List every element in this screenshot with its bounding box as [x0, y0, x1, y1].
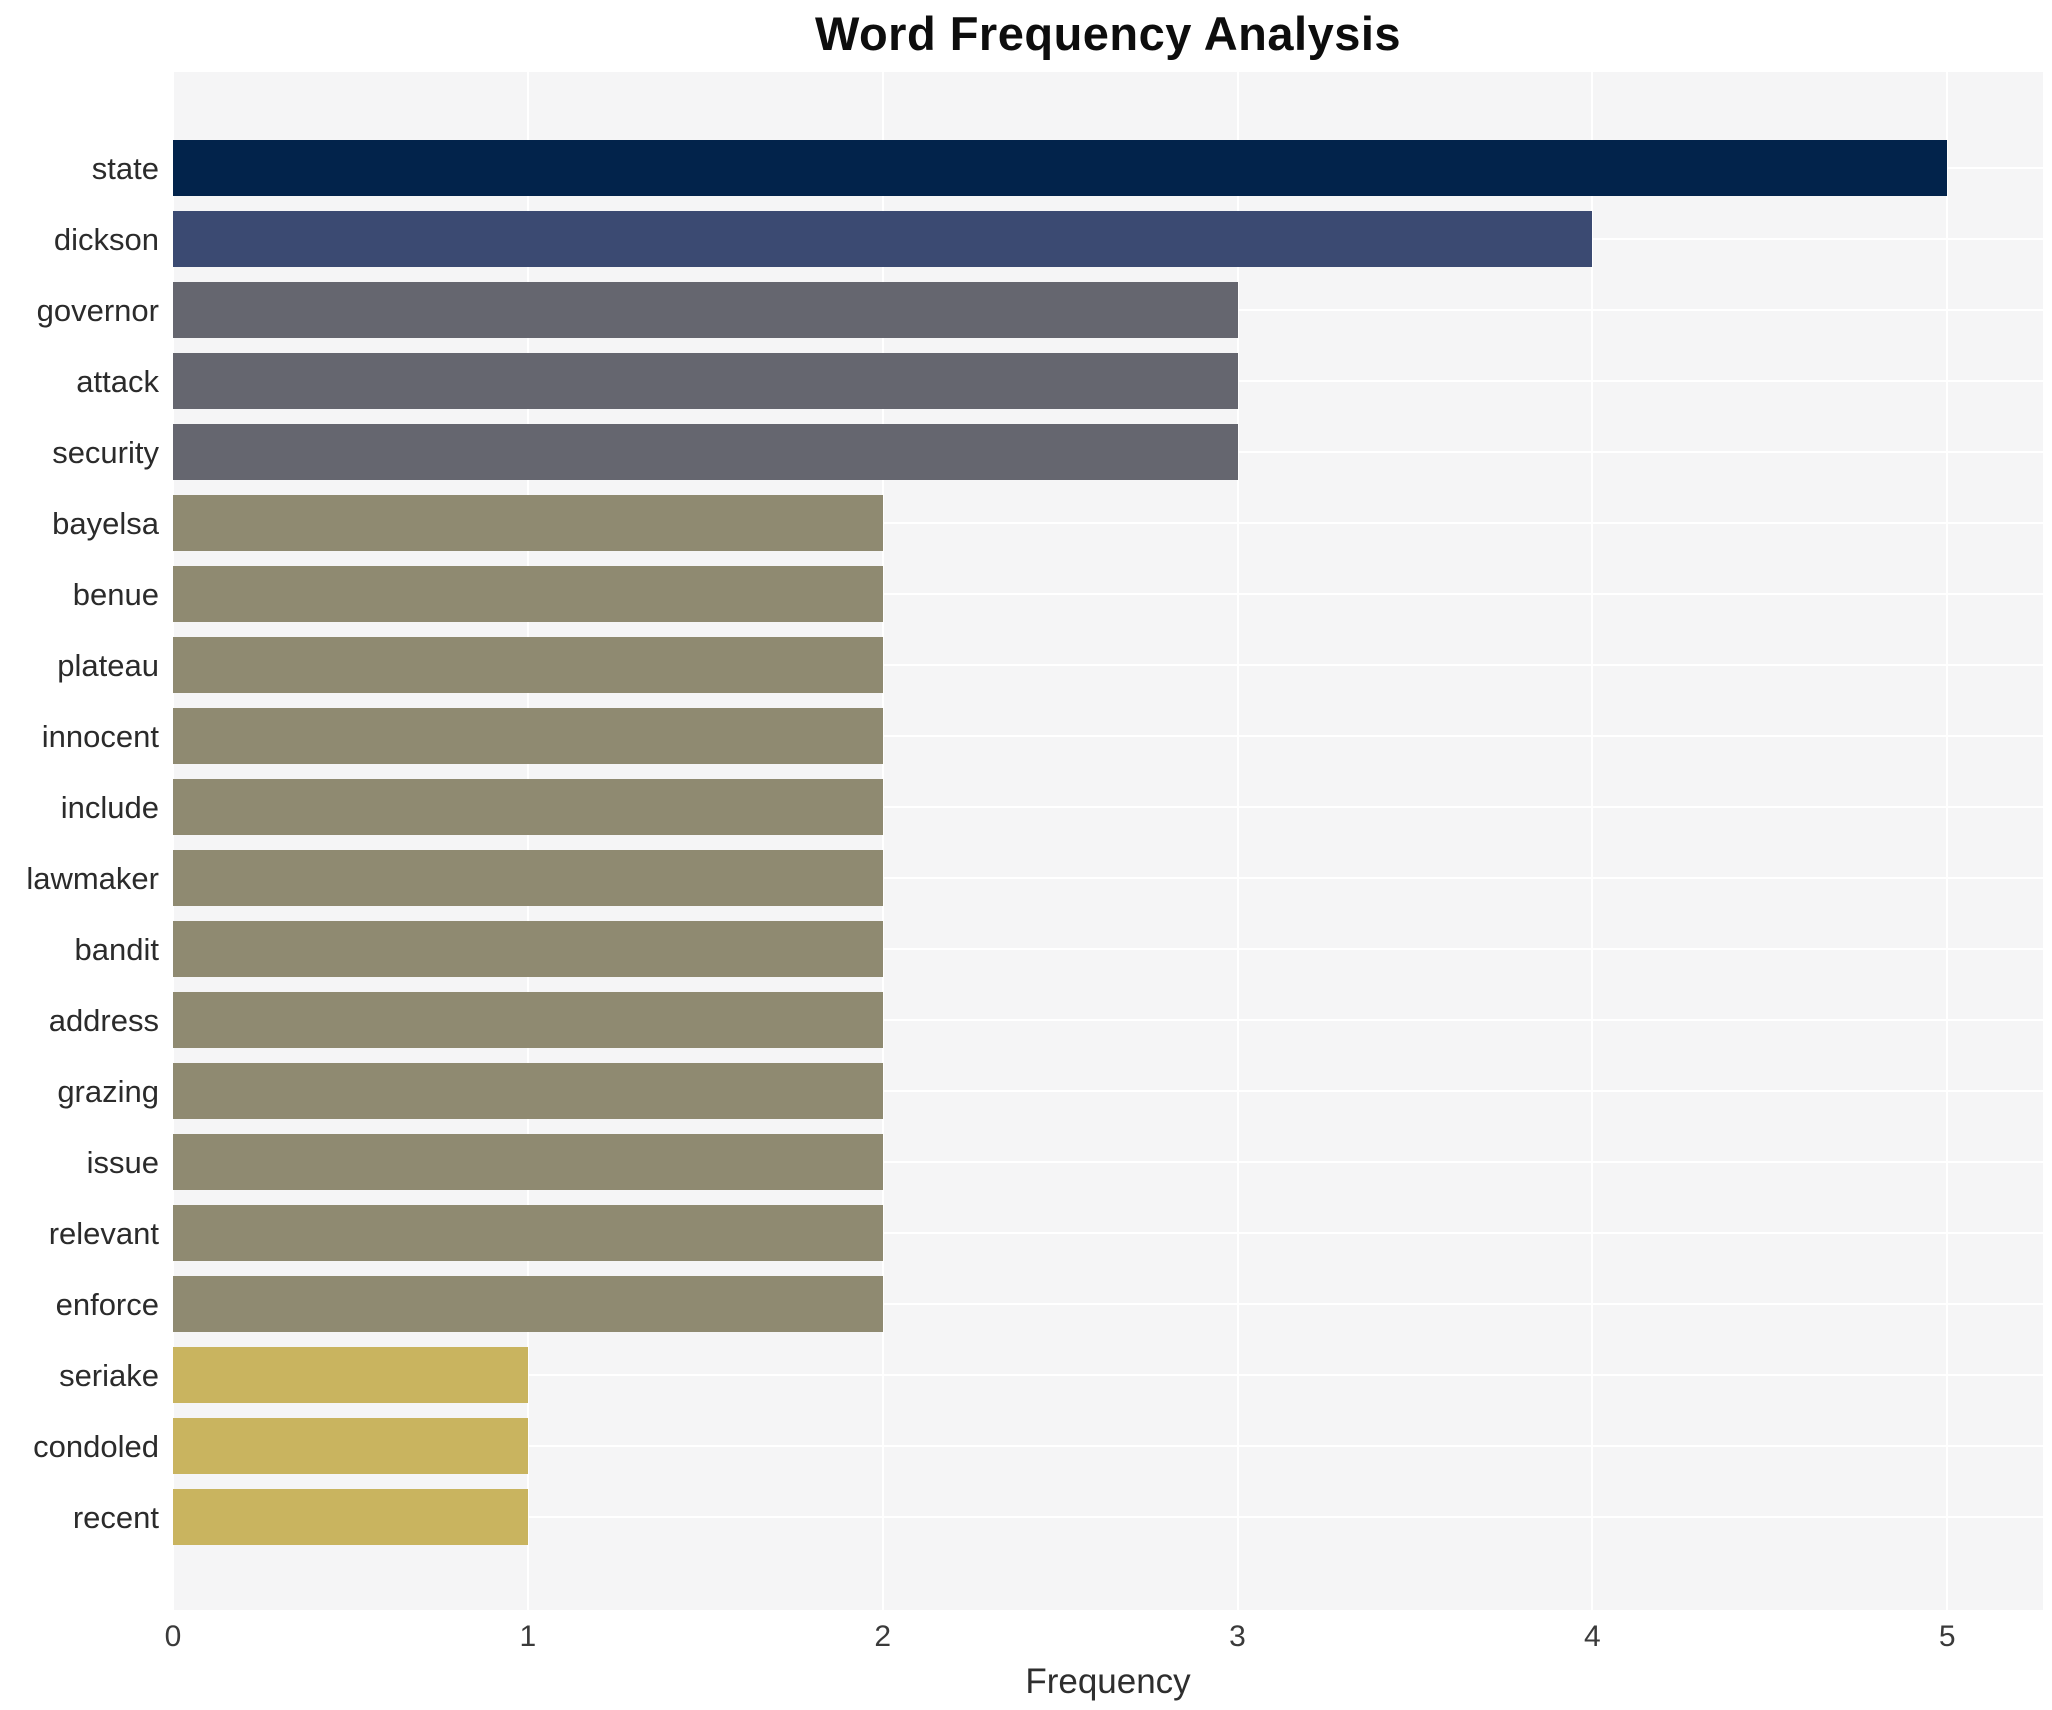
bar-enforce: [173, 1276, 883, 1332]
x-tick-label-0: 0: [164, 1620, 182, 1653]
gridline-y-address: [173, 1019, 2043, 1021]
y-tick-label-plateau: plateau: [57, 648, 159, 683]
y-tick-label-lawmaker: lawmaker: [26, 861, 159, 896]
y-tick-label-security: security: [52, 435, 159, 470]
x-tick-label-4: 4: [1584, 1620, 1601, 1653]
bar-issue: [173, 1134, 883, 1190]
gridline-y-recent: [173, 1516, 2043, 1518]
gridline-y-enforce: [173, 1303, 2043, 1305]
bar-security: [173, 424, 1238, 480]
gridline-x-3: [1236, 72, 1239, 1610]
y-tick-label-bandit: bandit: [74, 932, 159, 967]
y-tick-label-bayelsa: bayelsa: [52, 506, 159, 541]
gridline-x-1: [526, 72, 529, 1610]
gridline-y-grazing: [173, 1090, 2043, 1092]
y-tick-label-grazing: grazing: [57, 1074, 159, 1109]
bar-recent: [173, 1489, 528, 1545]
bar-bandit: [173, 921, 883, 977]
gridline-x-0: [172, 72, 174, 1610]
y-tick-label-benue: benue: [72, 577, 159, 612]
bar-innocent: [173, 708, 883, 764]
bar-lawmaker: [173, 850, 883, 906]
bar-benue: [173, 566, 883, 622]
gridline-y-lawmaker: [173, 877, 2043, 879]
y-tick-label-address: address: [48, 1003, 159, 1038]
y-tick-label-governor: governor: [36, 293, 159, 328]
y-tick-label-dickson: dickson: [53, 222, 159, 257]
gridline-y-relevant: [173, 1232, 2043, 1234]
bar-governor: [173, 282, 1238, 338]
bar-dickson: [173, 211, 1593, 267]
y-tick-label-condoled: condoled: [33, 1429, 159, 1464]
gridline-y-issue: [173, 1161, 2043, 1163]
y-tick-label-attack: attack: [76, 364, 159, 399]
bar-bayelsa: [173, 495, 883, 551]
bar-relevant: [173, 1205, 883, 1261]
y-tick-label-innocent: innocent: [41, 719, 159, 754]
gridline-y-condoled: [173, 1445, 2043, 1447]
x-tick-label-1: 1: [519, 1620, 537, 1653]
x-tick-label-2: 2: [874, 1620, 892, 1653]
bar-plateau: [173, 637, 883, 693]
x-tick-label-5: 5: [1938, 1620, 1956, 1653]
bar-condoled: [173, 1418, 528, 1474]
gridline-y-seriake: [173, 1374, 2043, 1376]
gridline-y-bandit: [173, 948, 2043, 950]
bar-include: [173, 779, 883, 835]
y-tick-label-state: state: [91, 151, 159, 186]
plot-area: [172, 72, 2043, 1610]
chart-title: Word Frequency Analysis: [814, 7, 1402, 60]
bar-seriake: [173, 1347, 528, 1403]
gridline-x-2: [881, 72, 884, 1610]
x-tick-label-3: 3: [1229, 1620, 1246, 1653]
y-tick-label-enforce: enforce: [55, 1287, 159, 1322]
bar-address: [173, 992, 883, 1048]
gridline-y-innocent: [173, 735, 2043, 737]
bar-grazing: [173, 1063, 883, 1119]
x-axis-title: Frequency: [1025, 1662, 1191, 1701]
y-tick-label-relevant: relevant: [48, 1216, 159, 1251]
y-tick-label-recent: recent: [72, 1500, 159, 1535]
gridline-y-include: [173, 806, 2043, 808]
gridline-y-plateau: [173, 664, 2043, 666]
y-tick-label-include: include: [60, 790, 159, 825]
gridline-x-4: [1591, 72, 1594, 1610]
bar-state: [173, 140, 1948, 196]
bar-attack: [173, 353, 1238, 409]
gridline-y-benue: [173, 593, 2043, 595]
gridline-y-bayelsa: [173, 522, 2043, 524]
gridline-x-5: [1946, 72, 1949, 1610]
y-tick-label-seriake: seriake: [59, 1358, 159, 1393]
y-tick-label-issue: issue: [86, 1145, 159, 1180]
